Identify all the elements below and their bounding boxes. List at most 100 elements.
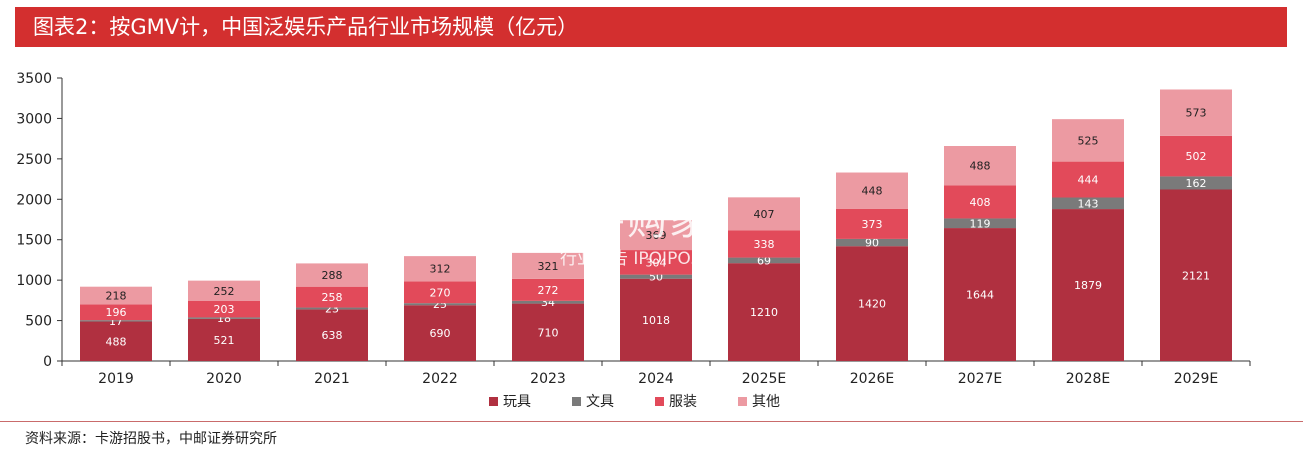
- x-tick-label: 2024: [638, 371, 674, 387]
- data-label: 690: [430, 327, 451, 340]
- title-bar: 图表2：按GMV计，中国泛娱乐产品行业市场规模（亿元）: [15, 7, 1287, 47]
- bar-segment: [512, 300, 584, 304]
- x-tick-label: 2029E: [1174, 371, 1218, 387]
- data-label: 407: [754, 208, 775, 221]
- bar-segment: [80, 304, 152, 321]
- bar-segment: [836, 208, 908, 239]
- legend-swatch: [655, 397, 664, 406]
- data-label: 304: [646, 256, 667, 269]
- bar-segment: [404, 303, 476, 306]
- data-label: 710: [538, 326, 559, 339]
- bar-segment: [296, 309, 368, 361]
- source-divider: [0, 421, 1303, 422]
- x-tick-label: 2026E: [850, 371, 894, 387]
- data-label: 321: [538, 260, 559, 273]
- data-label: 203: [214, 303, 235, 316]
- data-label: 525: [1078, 134, 1099, 147]
- data-label: 408: [970, 196, 991, 209]
- bar-segment: [404, 256, 476, 282]
- data-label: 196: [106, 306, 127, 319]
- data-label: 448: [862, 185, 883, 198]
- data-label: 521: [214, 334, 235, 347]
- bar-segment: [188, 301, 260, 318]
- x-tick-label: 2022: [422, 371, 458, 387]
- bar-segment: [1160, 135, 1232, 177]
- bar-segment: [1052, 197, 1124, 210]
- bar-segment: [944, 185, 1016, 219]
- x-tick-label: 2021: [314, 371, 350, 387]
- bar-segment: [404, 281, 476, 304]
- x-tick-label: 2019: [98, 371, 134, 387]
- y-tick-label: 500: [25, 314, 52, 330]
- data-label: 119: [970, 217, 991, 230]
- y-tick-label: 0: [43, 354, 52, 370]
- bar-segment: [1052, 209, 1124, 361]
- bar-segment: [728, 257, 800, 264]
- bar-segment: [1052, 161, 1124, 198]
- bar-segment: [728, 230, 800, 258]
- bar-segment: [1160, 176, 1232, 190]
- source-note: 资料来源：卡游招股书，中邮证券研究所: [25, 431, 277, 447]
- chart-title: 图表2：按GMV计，中国泛娱乐产品行业市场规模（亿元）: [33, 15, 579, 39]
- data-label: 502: [1186, 150, 1207, 163]
- bar-segment: [620, 220, 692, 251]
- data-label: 218: [106, 290, 127, 303]
- bar-segment: [296, 286, 368, 308]
- data-label: 270: [430, 286, 451, 299]
- data-label: 2121: [1182, 269, 1210, 282]
- data-label: 272: [538, 284, 559, 297]
- data-label: 1420: [858, 298, 886, 311]
- bar-segment: [512, 252, 584, 279]
- bar-segment: [296, 307, 368, 310]
- watermark-main: 加并购家: [543, 198, 711, 244]
- y-tick-label: 3500: [16, 71, 52, 87]
- data-label: 252: [214, 285, 235, 298]
- legend-label: 其他: [752, 394, 780, 410]
- data-label: 258: [322, 291, 343, 304]
- bar-segment: [1052, 119, 1124, 162]
- legend-swatch: [572, 397, 581, 406]
- x-tick-label: 2025E: [742, 371, 786, 387]
- bar-segment: [188, 280, 260, 302]
- bar-segment: [620, 250, 692, 275]
- bar-segment: [188, 317, 260, 319]
- bar-segment: [296, 263, 368, 287]
- data-label: 143: [1078, 197, 1099, 210]
- data-label: 1644: [966, 289, 994, 302]
- data-label: 312: [430, 263, 451, 276]
- data-label: 1018: [642, 314, 670, 327]
- data-label: 69: [757, 254, 771, 267]
- bar-segment: [836, 246, 908, 361]
- x-tick-label: 2027E: [958, 371, 1002, 387]
- y-tick-label: 2000: [16, 192, 52, 208]
- y-tick-label: 1500: [16, 233, 52, 249]
- bar-segment: [620, 278, 692, 361]
- bar-segment: [728, 263, 800, 361]
- data-label: 288: [322, 269, 343, 282]
- data-label: 488: [106, 335, 127, 348]
- y-tick-label: 1000: [16, 273, 52, 289]
- bar-segment: [944, 218, 1016, 229]
- legend-label: 文具: [586, 394, 614, 410]
- data-label: 373: [862, 218, 883, 231]
- data-label: 1210: [750, 306, 778, 319]
- bar-segment: [728, 197, 800, 231]
- data-label: 369: [646, 229, 667, 242]
- bar-segment: [620, 274, 692, 279]
- x-tick-label: 2028E: [1066, 371, 1110, 387]
- data-label: 338: [754, 238, 775, 251]
- data-label: 488: [970, 160, 991, 173]
- legend-label: 服装: [669, 394, 697, 410]
- bar-segment: [1160, 89, 1232, 136]
- bar-segment: [512, 278, 584, 301]
- bar-segment: [404, 305, 476, 361]
- data-label: 90: [865, 237, 879, 250]
- x-tick-label: 2023: [530, 371, 566, 387]
- bar-segment: [836, 172, 908, 209]
- data-label: 573: [1186, 107, 1207, 120]
- legend-swatch: [738, 397, 747, 406]
- bar-segment: [80, 321, 152, 361]
- legend-label: 玩具: [503, 394, 531, 410]
- bar-segment: [80, 320, 152, 322]
